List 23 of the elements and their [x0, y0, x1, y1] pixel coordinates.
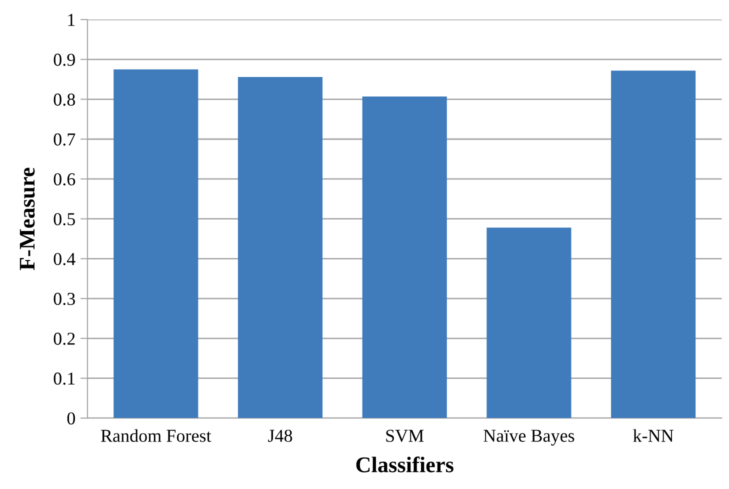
y-tick-label: 0	[67, 412, 75, 425]
y-tick-label: 0.3	[54, 292, 75, 306]
y-tick-label: 0.2	[54, 332, 75, 345]
x-tick-label: SVM	[386, 430, 424, 442]
y-tick-label: 0.9	[54, 54, 75, 66]
bar	[114, 69, 198, 418]
y-tick-label: 0.1	[54, 372, 75, 385]
x-axis-title: Classifiers	[356, 456, 454, 472]
bar	[611, 70, 696, 418]
x-tick-label: Random Forest	[100, 429, 212, 442]
bar	[486, 228, 572, 418]
y-tick-label: 0.6	[54, 173, 76, 186]
y-tick-label: 1	[68, 14, 75, 26]
y-tick-label: 0.8	[54, 94, 75, 106]
y-tick-label: 0.5	[54, 213, 75, 226]
x-tick-label: k-NN	[633, 429, 674, 442]
x-tick-label: J48	[268, 430, 292, 442]
y-tick-label: 0.4	[54, 252, 76, 266]
x-tick-label: Naïve Bayes	[484, 430, 574, 446]
bar	[362, 96, 447, 418]
bar	[238, 76, 323, 418]
y-axis-title: F-Measure	[20, 168, 35, 270]
y-tick-label: 0.7	[54, 133, 76, 146]
